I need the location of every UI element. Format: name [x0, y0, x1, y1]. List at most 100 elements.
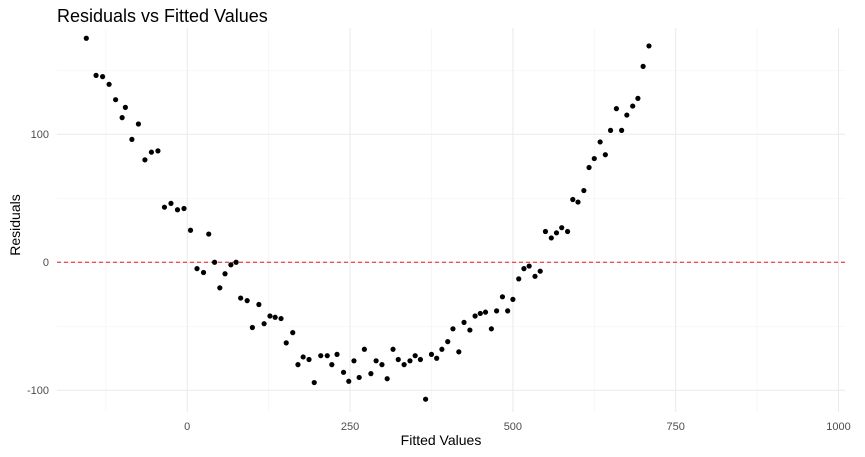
data-point: [334, 351, 340, 357]
data-point: [324, 353, 330, 359]
data-point: [401, 362, 407, 368]
data-point: [499, 294, 506, 300]
data-point: [249, 324, 255, 331]
data-point: [373, 358, 379, 364]
data-point: [361, 346, 367, 352]
chart-title: Residuals vs Fitted Values: [57, 6, 268, 26]
x-tick-label: 500: [504, 421, 522, 433]
data-point: [553, 230, 560, 236]
data-point: [233, 259, 239, 265]
data-point: [493, 308, 500, 314]
data-point: [516, 276, 522, 282]
data-point: [532, 273, 538, 279]
data-point: [635, 95, 641, 101]
data-point: [542, 228, 549, 235]
data-point: [142, 157, 148, 163]
x-axis-title: Fitted Values: [401, 432, 482, 448]
data-point: [521, 266, 527, 272]
x-tick-label: 750: [666, 421, 684, 433]
x-axis-ticks: 0 250 500 750 1000: [184, 421, 851, 433]
data-point: [472, 313, 478, 319]
data-point: [244, 298, 250, 304]
data-point: [640, 63, 646, 69]
data-point: [559, 225, 565, 231]
x-tick-label: 250: [341, 421, 359, 433]
data-point: [181, 205, 187, 212]
data-point: [267, 313, 273, 319]
data-point: [395, 356, 401, 363]
data-point: [148, 149, 155, 155]
data-point: [200, 269, 207, 276]
data-point: [505, 308, 511, 314]
data-point: [581, 187, 587, 194]
data-point: [351, 358, 357, 364]
y-tick-label: 0: [43, 257, 49, 269]
data-point: [356, 374, 362, 381]
data-point: [461, 319, 467, 325]
data-point: [212, 259, 218, 265]
data-point: [488, 326, 494, 332]
data-point: [222, 271, 228, 277]
data-point: [83, 35, 89, 41]
data-point: [238, 295, 244, 301]
data-point: [311, 379, 317, 386]
data-point: [445, 339, 451, 345]
data-point: [278, 315, 284, 322]
data-point: [106, 81, 112, 87]
data-point: [510, 296, 516, 302]
data-point: [646, 43, 652, 49]
data-point: [597, 139, 603, 145]
x-tick-label: 1000: [826, 421, 850, 433]
data-point: [526, 263, 532, 269]
data-point: [390, 346, 396, 352]
y-axis-ticks: -100 0 100: [27, 129, 49, 397]
grid-lines: [57, 28, 845, 412]
data-point: [318, 353, 324, 359]
data-point: [477, 310, 483, 317]
data-point: [135, 121, 142, 127]
data-point: [161, 204, 168, 210]
data-point: [306, 356, 312, 363]
data-point: [122, 104, 128, 110]
data-point: [412, 353, 418, 359]
data-point: [99, 74, 106, 80]
data-point: [256, 301, 262, 308]
data-point: [379, 362, 385, 368]
data-point: [613, 106, 620, 112]
data-point: [295, 362, 301, 368]
data-point: [206, 231, 212, 237]
data-point: [591, 155, 597, 162]
data-point: [450, 326, 456, 332]
y-tick-label: -100: [27, 385, 49, 397]
data-point: [428, 351, 435, 357]
data-point: [272, 314, 278, 320]
data-point: [217, 285, 223, 291]
data-point: [346, 378, 352, 384]
data-point: [624, 112, 630, 118]
data-point: [537, 268, 543, 274]
data-point: [129, 136, 135, 142]
data-point: [194, 266, 200, 272]
data-point: [407, 358, 413, 364]
data-point: [602, 152, 608, 158]
data-point: [300, 354, 306, 360]
data-point: [384, 376, 390, 382]
data-point: [283, 340, 289, 346]
y-tick-label: 100: [31, 129, 49, 141]
data-point: [423, 396, 429, 402]
data-point: [456, 349, 462, 355]
data-point: [290, 330, 296, 336]
data-point: [575, 199, 581, 205]
data-point: [368, 371, 374, 377]
data-point: [113, 97, 119, 103]
data-point: [119, 115, 125, 121]
data-point: [417, 356, 423, 363]
data-point: [174, 207, 181, 213]
data-point: [467, 327, 473, 333]
data-points: [83, 35, 652, 402]
data-point: [586, 164, 592, 171]
y-axis-title: Residuals: [7, 194, 23, 255]
data-point: [434, 355, 440, 361]
data-point: [187, 227, 194, 233]
